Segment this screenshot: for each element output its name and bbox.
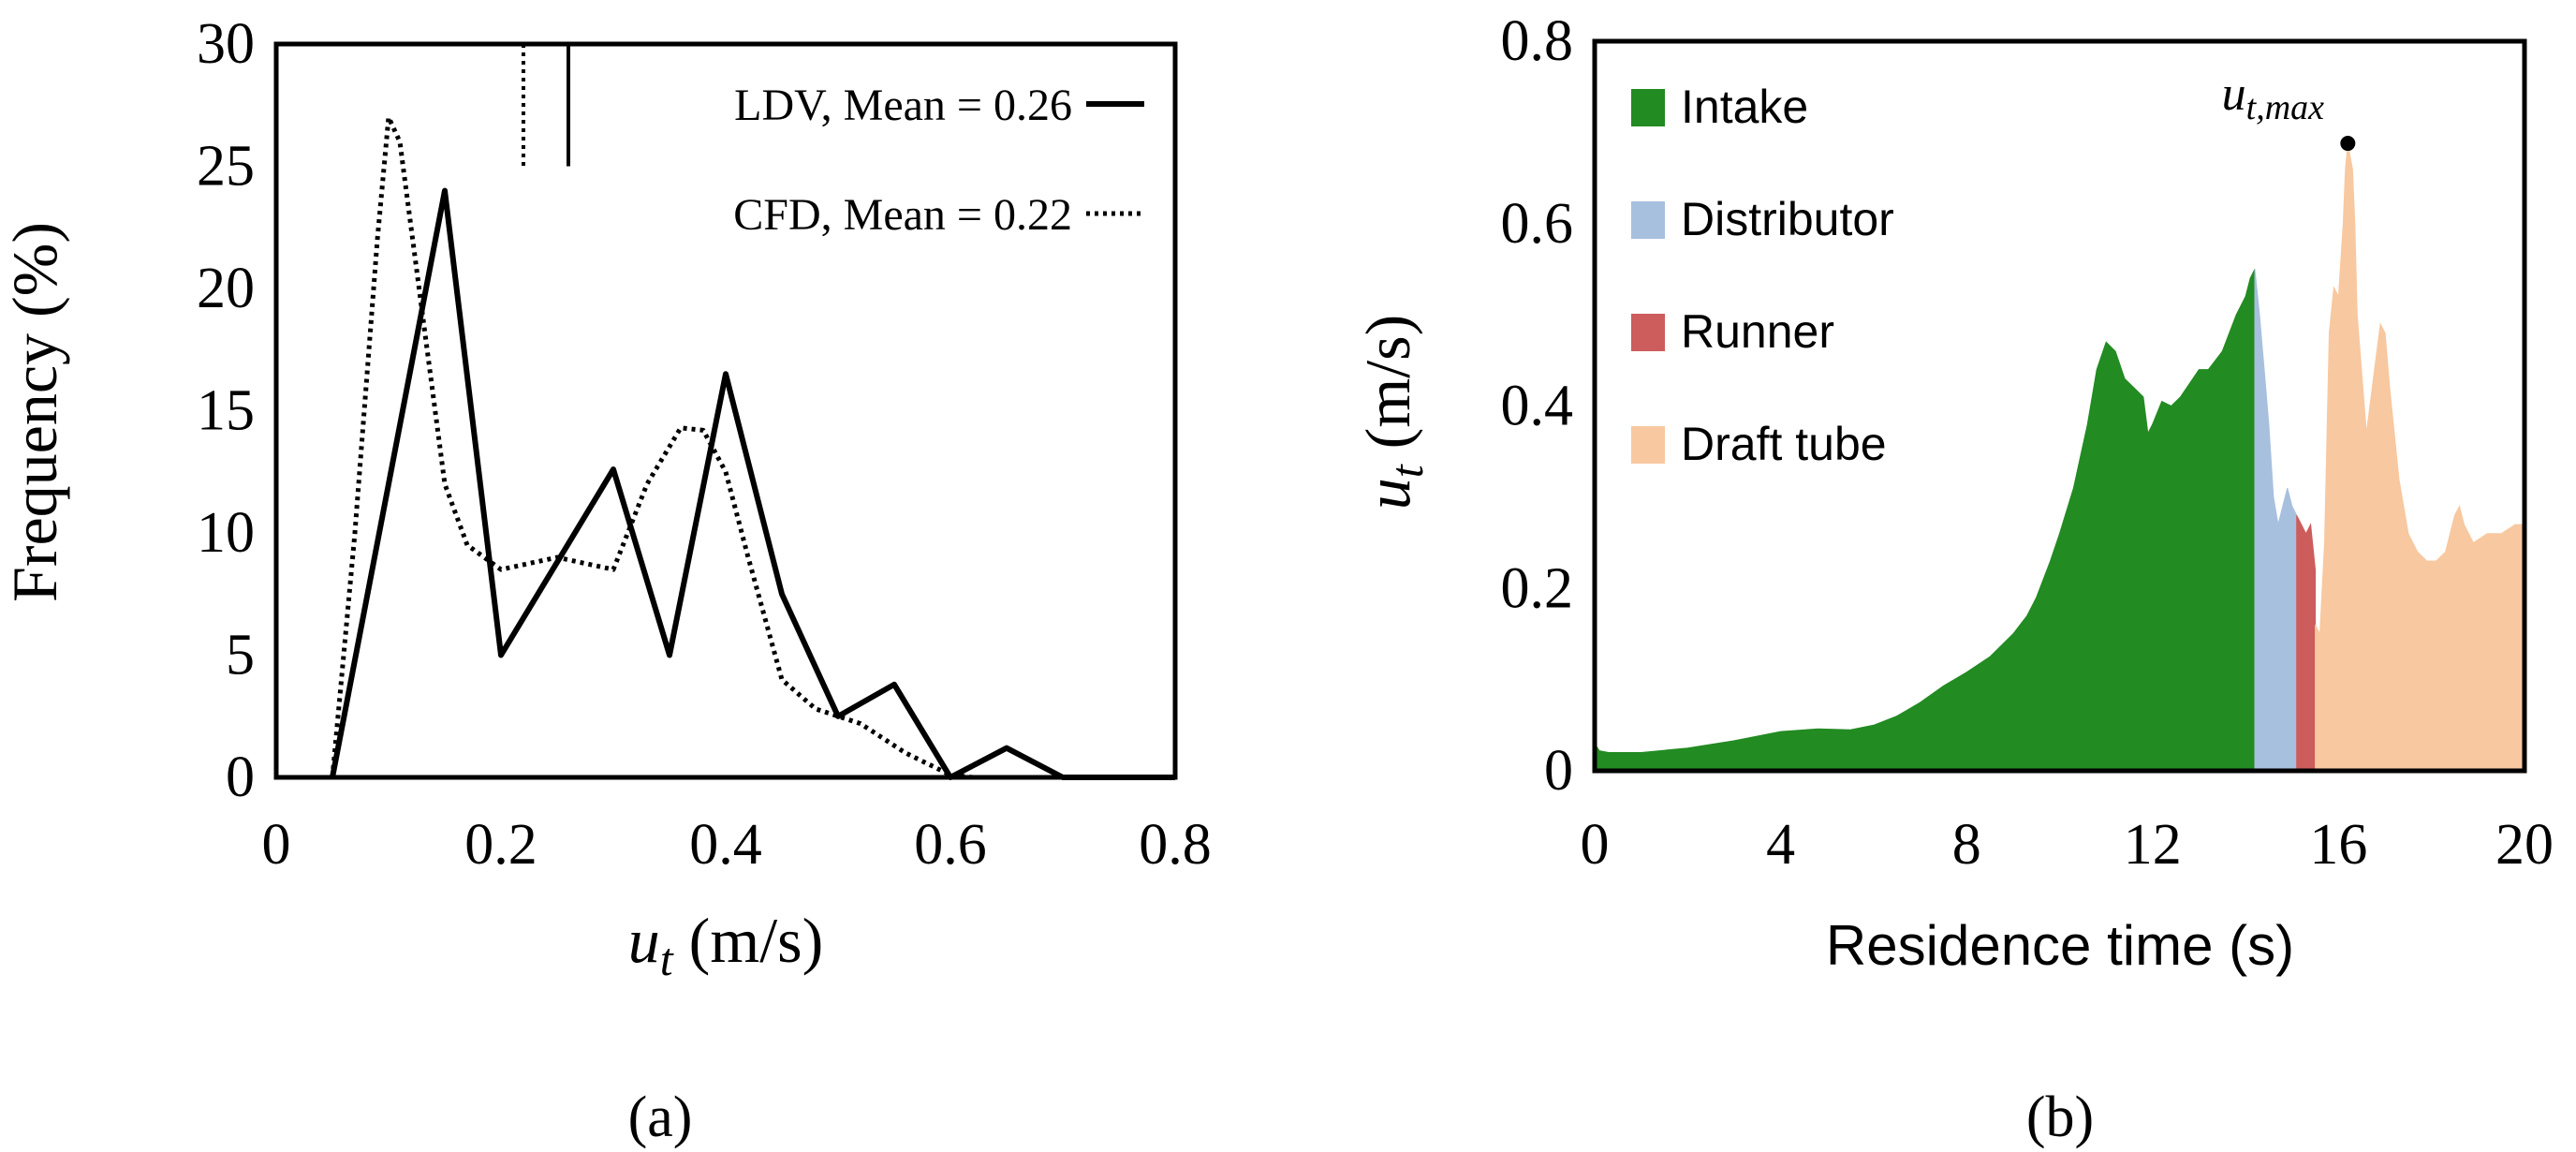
panel-b-y-tick-label: 0.2 <box>1501 556 1574 620</box>
panel-b-x-tick-label: 4 <box>1766 813 1795 877</box>
ut-max-symbol: u <box>2222 67 2246 121</box>
legend-entry-runner: Runner <box>1681 305 1834 358</box>
series-line-ldv <box>330 187 1175 780</box>
panel-a: 0 5 10 15 20 25 30 0 0.2 0.4 0.6 0.8 Frequency (%)… <box>0 12 1212 1149</box>
ut-max-marker <box>2340 136 2356 152</box>
panel-a-y-tick-label: 25 <box>197 135 255 199</box>
panel-b-x-tick-label: 0 <box>1581 813 1610 877</box>
ut-max-subscript: t,max <box>2246 88 2325 127</box>
panel-b-y-label-unit: (m/s) <box>1352 315 1423 465</box>
panel-b-y-tick-label: 0 <box>1544 739 1573 803</box>
panel-b-x-tick-label: 12 <box>2124 813 2182 877</box>
panel-b-legend: Intake Distributor Runner Draft tube <box>1631 81 1894 470</box>
panel-a-x-label-subscript: t <box>660 933 674 985</box>
panel-a-y-tick-label: 10 <box>197 501 255 565</box>
panel-a-mean-markers <box>522 44 570 167</box>
panel-a-y-tick-label: 5 <box>226 624 255 687</box>
panel-a-x-label-unit: (m/s) <box>673 905 824 976</box>
panel-a-x-tick-label: 0.6 <box>914 813 987 877</box>
panel-b-y-tick-label: 0.4 <box>1501 375 1574 438</box>
area-distributor <box>2254 269 2298 772</box>
panel-a-y-tick-labels: 0 5 10 15 20 25 30 <box>197 12 255 809</box>
panel-b-x-tick-label: 8 <box>1952 813 1981 877</box>
panel-a-y-tick-label: 20 <box>197 257 255 320</box>
panel-a-y-axis-label: Frequency (%) <box>0 222 70 602</box>
panel-b-x-tick-label: 16 <box>2309 813 2367 877</box>
panel-b: 00.20.40.60.8 0 4 8 12 16 20 ut (m/s) Residen… <box>1352 9 2554 1149</box>
legend-entry-ldv: LDV, Mean = 0.26 <box>734 81 1072 130</box>
area-draft-tube <box>2315 143 2525 772</box>
legend-entry-distributor: Distributor <box>1681 193 1894 245</box>
panel-a-y-tick-label: 0 <box>226 746 255 809</box>
area-intake <box>1594 269 2256 772</box>
panel-b-plot-frame <box>1592 38 2527 774</box>
panel-b-y-axis-label: ut (m/s) <box>1352 315 1433 510</box>
legend-swatch-distributor <box>1631 201 1665 239</box>
panel-a-x-tick-label: 0.4 <box>689 813 762 877</box>
legend-entry-intake: Intake <box>1681 81 1808 133</box>
panel-a-legend: LDV, Mean = 0.26 CFD, Mean = 0.22 <box>733 81 1144 240</box>
panel-a-x-label-symbol: u <box>628 905 660 976</box>
panel-a-x-axis-label: ut (m/s) <box>628 905 823 985</box>
panel-b-label: (b) <box>2026 1086 2094 1149</box>
panel-a-x-tick-labels: 0 0.2 0.4 0.6 0.8 <box>262 813 1212 877</box>
area-runner <box>2296 515 2317 772</box>
panel-a-x-tick-label: 0.2 <box>464 813 537 877</box>
panel-b-y-tick-label: 0.6 <box>1501 192 1574 256</box>
panel-b-y-label-subscript: t <box>1380 464 1433 478</box>
panel-a-x-tick-label: 0 <box>262 813 291 877</box>
panel-b-area-group <box>1594 143 2525 772</box>
legend-swatch-runner <box>1631 314 1665 351</box>
legend-entry-cfd: CFD, Mean = 0.22 <box>733 190 1072 240</box>
legend-swatch-intake <box>1631 89 1665 126</box>
legend-swatch-draft-tube <box>1631 426 1665 464</box>
series-line-cfd <box>330 114 974 780</box>
panel-b-y-label-symbol: u <box>1352 478 1423 510</box>
panel-b-x-tick-labels: 0 4 8 12 16 20 <box>1581 813 2554 877</box>
panel-a-y-tick-label: 15 <box>197 379 255 443</box>
panel-a-plot-frame <box>273 41 1178 780</box>
legend-entry-draft-tube: Draft tube <box>1681 418 1887 470</box>
panel-a-label: (a) <box>628 1086 693 1149</box>
ut-max-label: ut,max <box>2222 67 2325 127</box>
panel-a-x-tick-label: 0.8 <box>1139 813 1212 877</box>
panel-b-annotation: ut,max <box>2222 67 2356 152</box>
panel-b-x-tick-label: 20 <box>2495 813 2554 877</box>
panel-a-y-tick-label: 30 <box>197 12 255 76</box>
panel-a-series-group <box>330 114 1175 780</box>
panel-b-y-tick-labels: 0 0.2 0.4 0.6 0.8 <box>1501 9 1574 803</box>
panel-b-x-axis-label: Residence time (s) <box>1826 914 2294 977</box>
panel-b-y-tick-label: 0.8 <box>1501 9 1574 73</box>
